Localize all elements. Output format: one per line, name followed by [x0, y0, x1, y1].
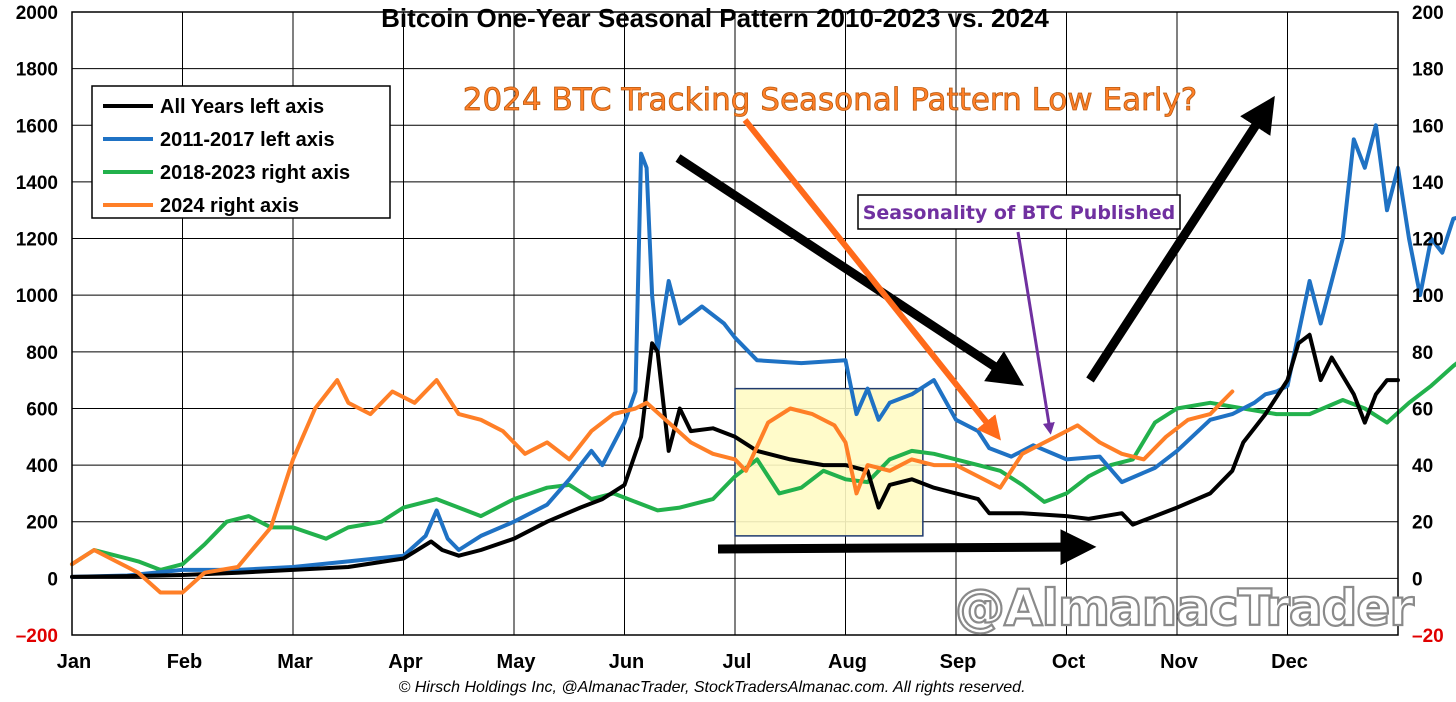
legend-label: 2024 right axis — [160, 195, 299, 217]
month-label: Nov — [1160, 651, 1199, 673]
right-axis-tick-label: 140 — [1412, 173, 1444, 194]
left-axis-tick-label: 200 — [26, 513, 58, 534]
month-label: Jul — [723, 651, 752, 673]
annotation-arrows — [675, 95, 1275, 566]
legend-label: 2011-2017 left axis — [160, 129, 335, 151]
right-axis-tick-label: 100 — [1412, 286, 1444, 307]
published-pointer-arrow — [1016, 231, 1055, 435]
right-axis-tick-label: 160 — [1412, 116, 1444, 137]
month-label: Dec — [1271, 651, 1308, 673]
right-axis-tick-label: 120 — [1412, 230, 1444, 251]
left-axis-tick-label: 1600 — [16, 116, 58, 137]
month-label: Jun — [609, 651, 645, 673]
headline-pointer-arrow — [742, 118, 1001, 441]
legend-label: All Years left axis — [160, 96, 324, 118]
left-axis-tick-label: 2000 — [16, 3, 58, 24]
left-axis-tick-label: 1800 — [16, 60, 58, 81]
month-label: Aug — [828, 651, 867, 673]
right-axis-tick-label: 0 — [1412, 569, 1423, 590]
month-label: Jan — [57, 651, 91, 673]
series-line-all-years-left-axis — [70, 332, 1400, 579]
month-label: Sep — [940, 651, 977, 673]
sideways-arrow — [717, 529, 1097, 566]
left-axis-tick-label: 1200 — [16, 230, 58, 251]
series-lines — [70, 123, 1456, 595]
left-axis-tick-label: 600 — [26, 399, 58, 420]
month-label: Feb — [167, 651, 203, 673]
series-line-2024-right-axis — [70, 378, 1235, 595]
left-axis-tick-label: 1000 — [16, 286, 58, 307]
down-trend-arrow — [675, 154, 1025, 386]
right-axis-tick-label: –20 — [1412, 626, 1444, 647]
highlight-box — [734, 387, 924, 537]
watermark: @AlmanacTrader — [955, 579, 1414, 637]
left-axis-tick-label: 400 — [26, 456, 58, 477]
month-label: Oct — [1052, 651, 1086, 673]
published-callout-box — [857, 194, 1181, 230]
left-axis-tick-label: 0 — [47, 569, 58, 590]
month-label: Apr — [388, 651, 423, 673]
left-axis-tick-label: 1400 — [16, 173, 58, 194]
right-axis-tick-label: 40 — [1412, 456, 1433, 477]
right-axis-tick-label: 180 — [1412, 60, 1444, 81]
month-label: May — [497, 651, 537, 673]
legend-label: 2018-2023 right axis — [160, 162, 350, 184]
copyright-footer: © Hirsch Holdings Inc, @AlmanacTrader, S… — [398, 679, 1025, 696]
headline-annotation: 2024 BTC Tracking Seasonal Pattern Low E… — [463, 82, 1198, 118]
right-axis-tick-label: 60 — [1412, 399, 1433, 420]
published-annotation: Seasonality of BTC Published — [863, 202, 1176, 224]
legend: All Years left axis 2011-2017 left axis 20… — [91, 85, 391, 219]
right-axis-tick-label: 200 — [1412, 3, 1444, 24]
right-axis-tick-label: 20 — [1412, 513, 1433, 534]
left-axis-tick-label: –200 — [16, 626, 58, 647]
left-axis-tick-label: 800 — [26, 343, 58, 364]
month-label: Mar — [277, 651, 313, 673]
chart-title: Bitcoin One-Year Seasonal Pattern 2010-2… — [381, 3, 1049, 33]
up-trend-arrow — [1086, 95, 1275, 383]
right-axis-tick-label: 80 — [1412, 343, 1433, 364]
plot-frame — [71, 11, 1399, 636]
series-line-2011-2017-left-axis — [70, 123, 1456, 579]
